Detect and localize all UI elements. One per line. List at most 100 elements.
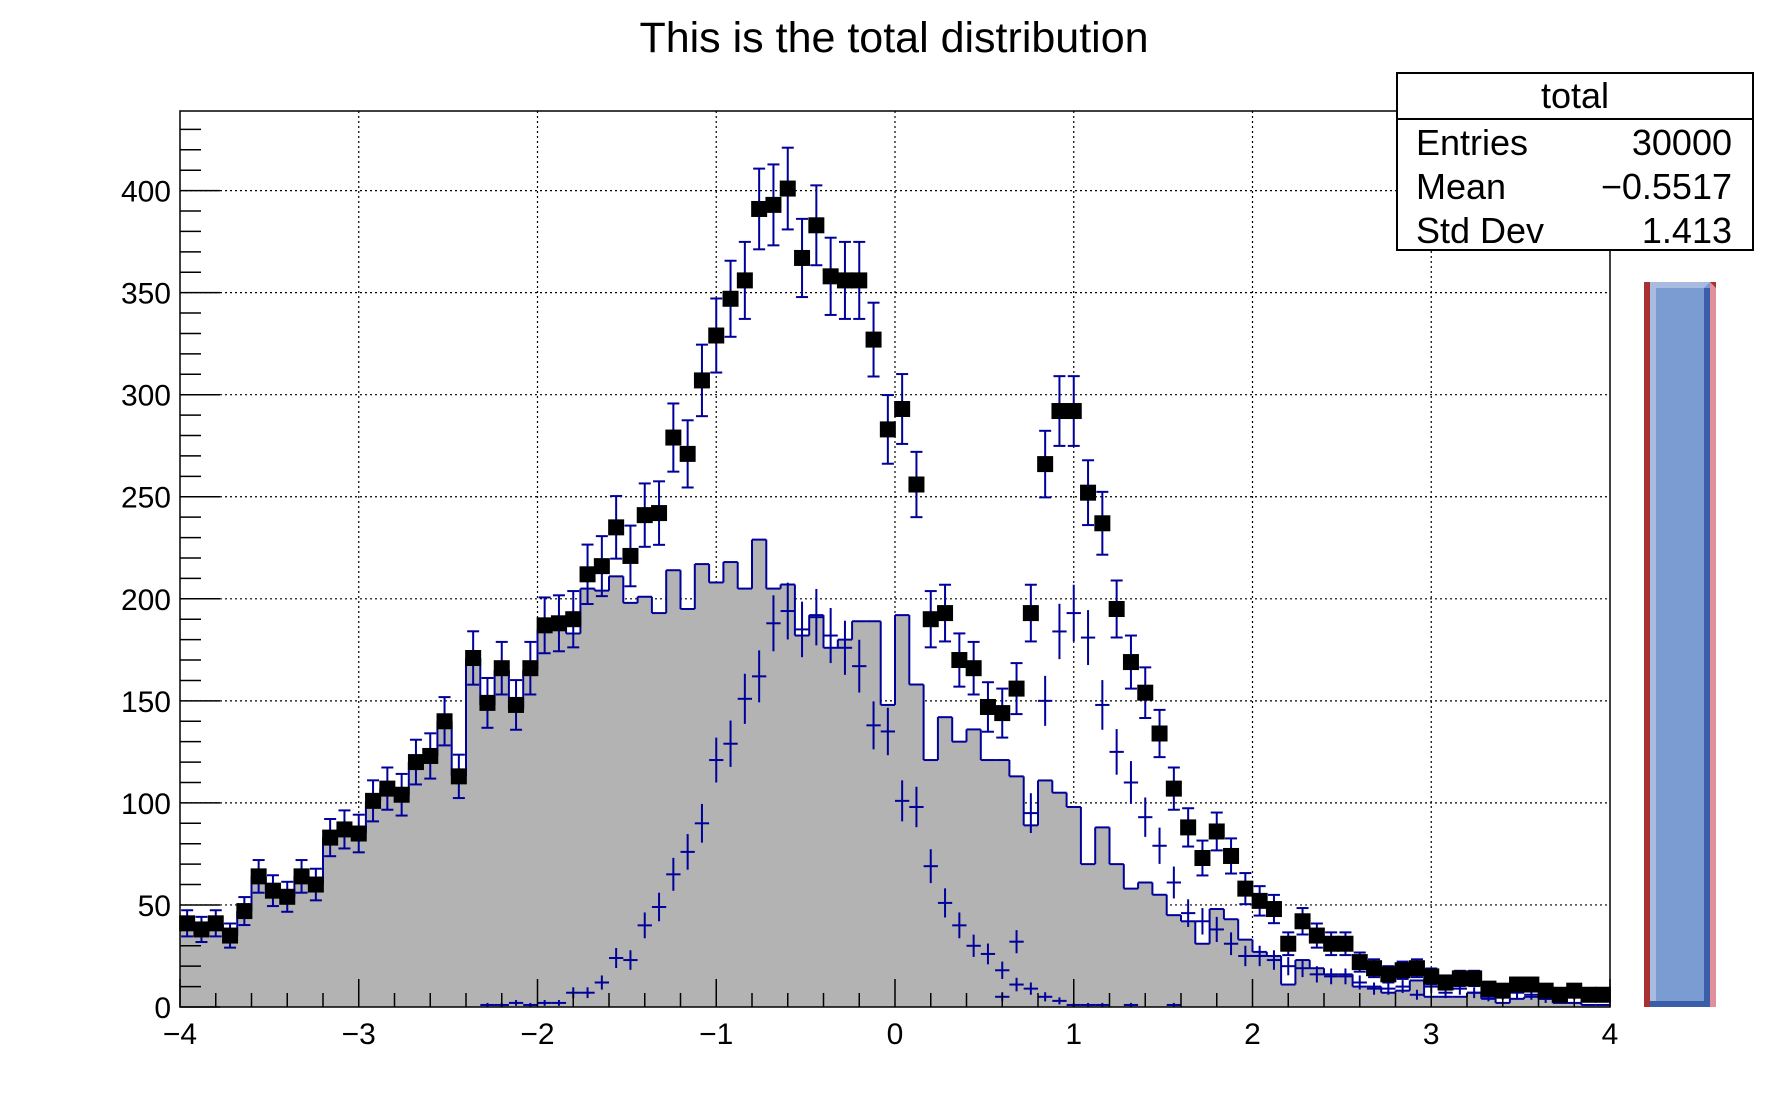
square-marker [293, 868, 310, 885]
square-marker [622, 547, 639, 564]
cross-marker-1 [809, 588, 824, 646]
square-marker [1094, 515, 1111, 532]
square-marker [765, 196, 782, 213]
square-marker [1380, 966, 1397, 983]
square-marker [1165, 780, 1182, 797]
square-marker [951, 652, 968, 669]
cross-marker-1 [837, 620, 853, 675]
cross-marker-1 [752, 650, 767, 703]
cross-marker-1 [1009, 977, 1024, 992]
cross-marker-1 [651, 892, 667, 922]
square-marker [193, 921, 210, 938]
cross-marker-2 [1109, 729, 1124, 775]
square-marker [1337, 935, 1354, 952]
square-marker [1051, 403, 1068, 420]
square-marker [1065, 403, 1082, 420]
square-marker [1180, 819, 1197, 836]
square-marker [393, 786, 410, 803]
square-marker [1494, 982, 1511, 999]
total-point [1394, 960, 1411, 980]
cross-marker-1 [937, 888, 953, 918]
cross-marker-2 [1366, 982, 1382, 995]
total-point [736, 240, 753, 320]
y-tick-label: 200 [121, 584, 171, 617]
total-point [379, 766, 396, 811]
total-point [1537, 982, 1554, 999]
cross-marker-1 [980, 943, 996, 965]
x-tick-label: 4 [1602, 1018, 1619, 1051]
cross-marker-2 [1166, 866, 1181, 899]
square-marker [1080, 484, 1097, 501]
square-marker [179, 915, 196, 932]
cross-marker-2 [1052, 603, 1067, 660]
palette-right-edge [1710, 282, 1716, 1007]
total-point [307, 867, 324, 902]
chart-title: This is the total distribution [639, 14, 1149, 62]
square-marker [550, 615, 567, 632]
total-point [479, 676, 496, 729]
square-marker [1280, 935, 1297, 952]
square-marker [522, 660, 539, 677]
y-tick-label: 300 [121, 380, 171, 413]
square-marker [1008, 680, 1025, 697]
square-marker [1394, 962, 1411, 979]
cross-marker-2 [1281, 957, 1296, 976]
square-marker [1294, 913, 1311, 930]
y-tick-label: 250 [121, 482, 171, 515]
square-marker [1194, 850, 1211, 867]
stats-box[interactable]: total Entries 30000 Mean −0.5517 Std Dev… [1396, 72, 1754, 251]
square-marker [365, 792, 382, 809]
total-point [1137, 666, 1154, 720]
total-point [1437, 974, 1454, 991]
cross-marker-2 [1338, 968, 1353, 985]
total-point [222, 922, 239, 949]
total-point [393, 772, 410, 817]
cross-marker-1 [1038, 992, 1053, 1002]
square-marker [665, 429, 682, 446]
total-point [1280, 931, 1297, 957]
stats-label: Std Dev [1416, 210, 1545, 251]
square-marker [922, 611, 939, 628]
square-marker [479, 694, 496, 711]
total-point [794, 217, 811, 299]
total-point [207, 909, 224, 938]
stats-label: Entries [1416, 122, 1529, 163]
square-marker [708, 327, 725, 344]
cross-marker-2 [1009, 930, 1024, 954]
total-point [1194, 839, 1211, 877]
total-point [1051, 375, 1068, 447]
total-point [951, 632, 968, 688]
cross-marker-2 [1252, 945, 1267, 967]
square-marker [779, 180, 796, 197]
total-point [508, 679, 525, 731]
total-point [365, 779, 382, 823]
cross-marker-1 [623, 950, 638, 970]
total-point [1251, 885, 1268, 917]
square-marker [651, 505, 668, 522]
cross-marker-1 [594, 975, 609, 990]
cross-marker-1 [995, 961, 1010, 979]
total-point [679, 419, 696, 489]
total-point [1480, 980, 1497, 997]
cross-marker-1 [1023, 982, 1038, 995]
cross-marker-2 [1123, 761, 1139, 804]
total-point [407, 738, 424, 786]
total-point [908, 450, 925, 519]
square-marker [465, 649, 482, 666]
total-point [836, 240, 853, 320]
total-point [1094, 490, 1111, 556]
total-point [1551, 986, 1568, 1003]
total-point [436, 696, 453, 747]
total-point [1237, 872, 1254, 906]
cross-marker-2 [1409, 989, 1425, 1000]
total-point [1580, 986, 1597, 1003]
square-marker [994, 705, 1011, 722]
square-marker [279, 888, 296, 905]
total-point [708, 297, 725, 374]
cross-marker-2 [1295, 959, 1310, 978]
square-marker [1223, 847, 1240, 864]
cross-marker-1 [666, 857, 681, 891]
cross-marker-1 [609, 948, 624, 969]
total-point [565, 590, 582, 649]
total-point [1265, 893, 1282, 925]
